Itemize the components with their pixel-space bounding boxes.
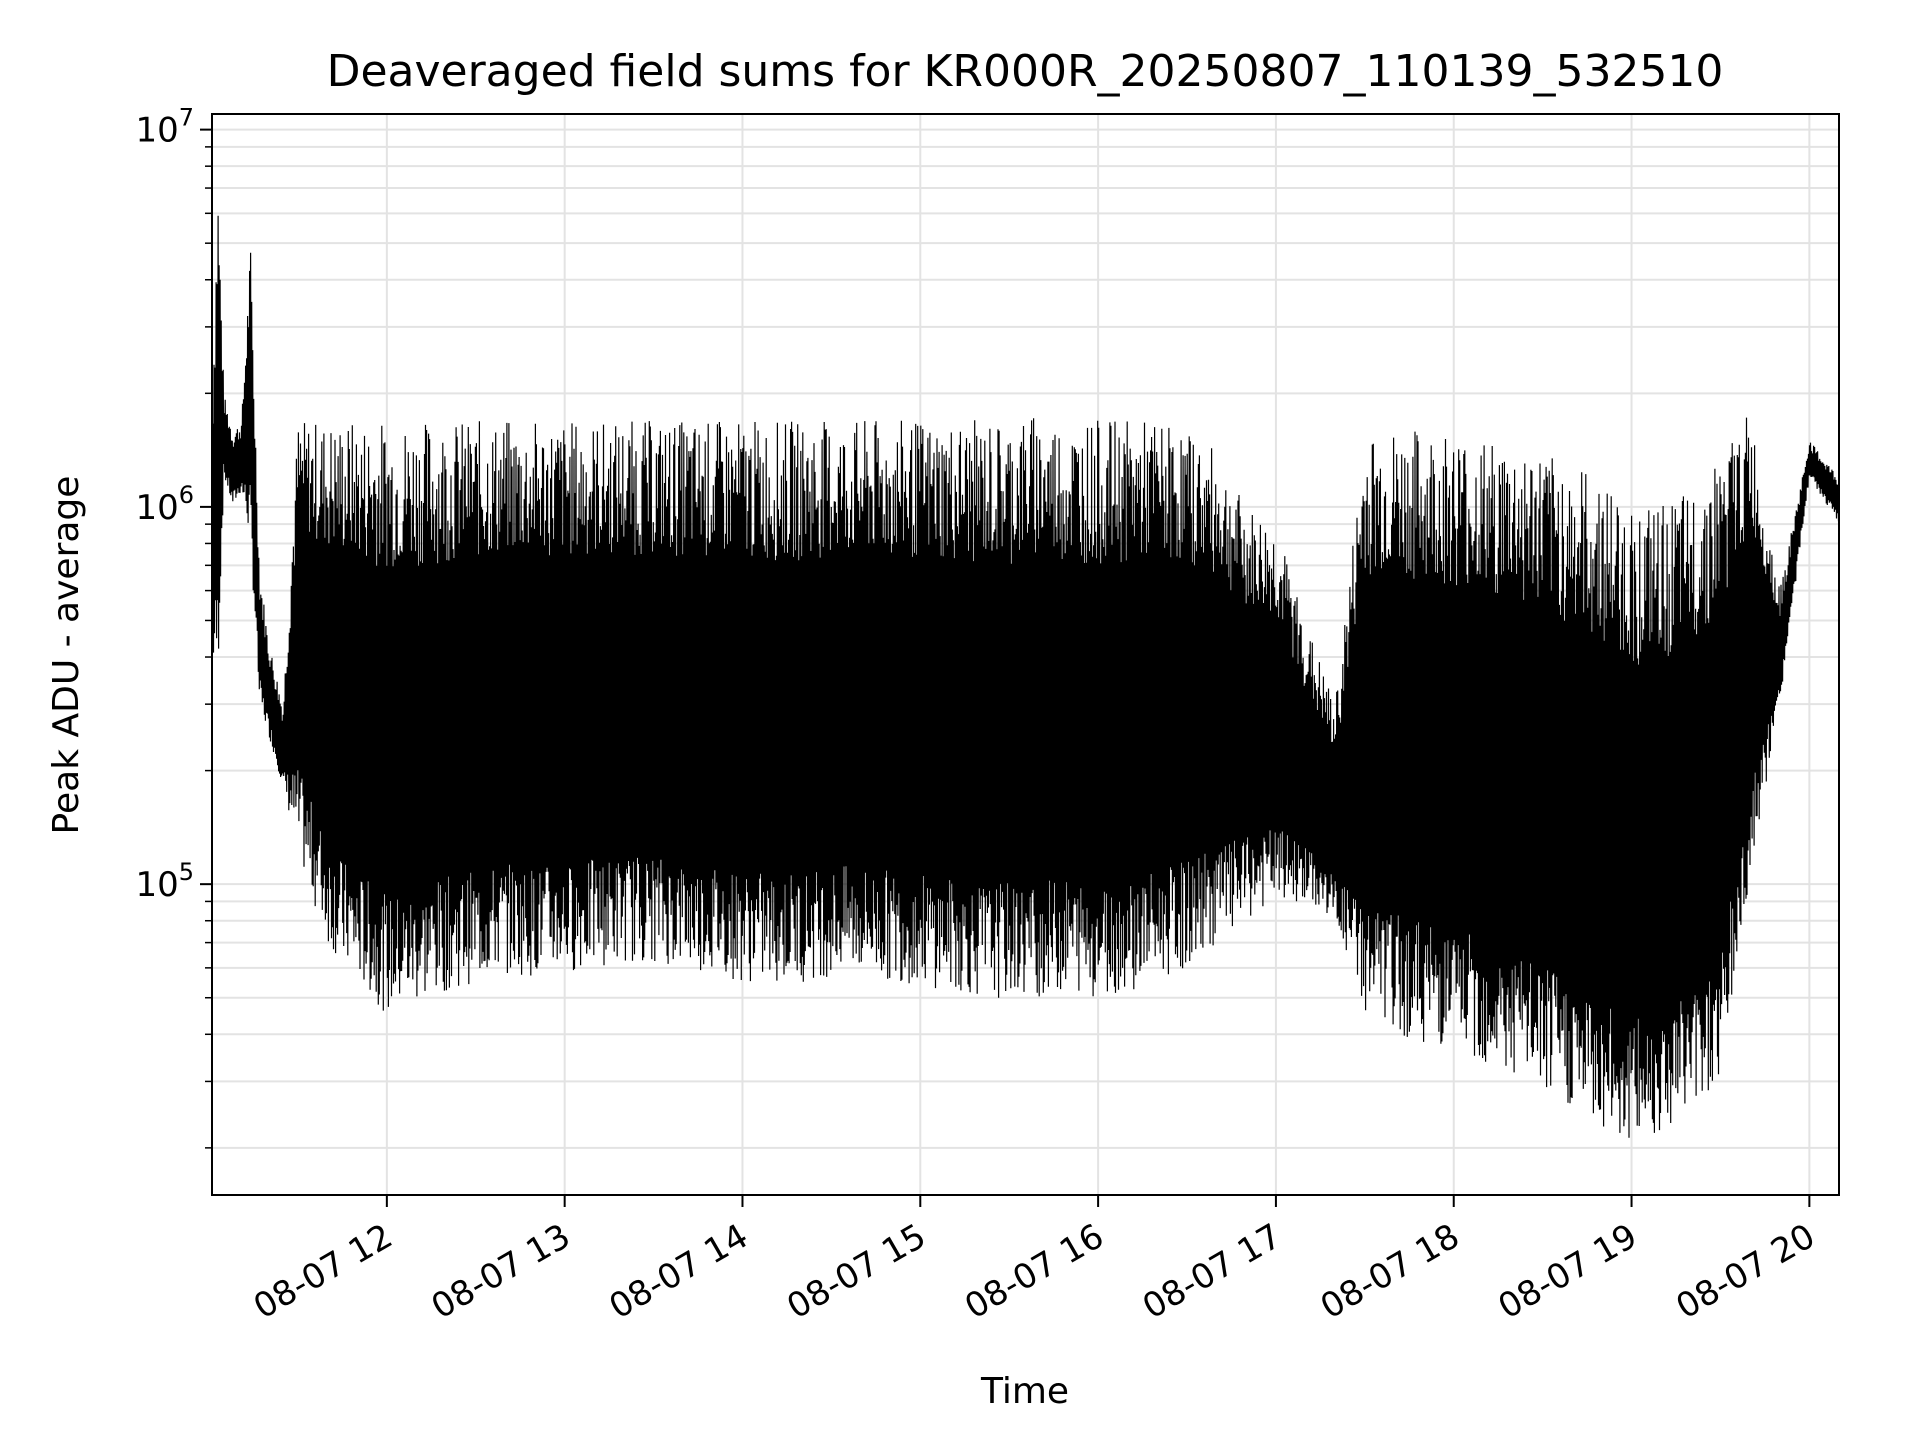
y-tick-label: 107 xyxy=(135,104,194,151)
axes-frame xyxy=(211,113,1840,1196)
series-line xyxy=(211,215,1840,1138)
y-axis: 105 106 107 xyxy=(135,104,212,1149)
y-tick-label: 105 xyxy=(135,858,194,905)
x-axis-label: Time xyxy=(980,1371,1069,1412)
chart-title: Deaveraged field sums for KR000R_2025080… xyxy=(327,46,1724,97)
plot-area xyxy=(211,215,1840,1138)
y-axis-label: Peak ADU - average xyxy=(46,476,87,835)
y-tick-label: 106 xyxy=(135,481,194,528)
